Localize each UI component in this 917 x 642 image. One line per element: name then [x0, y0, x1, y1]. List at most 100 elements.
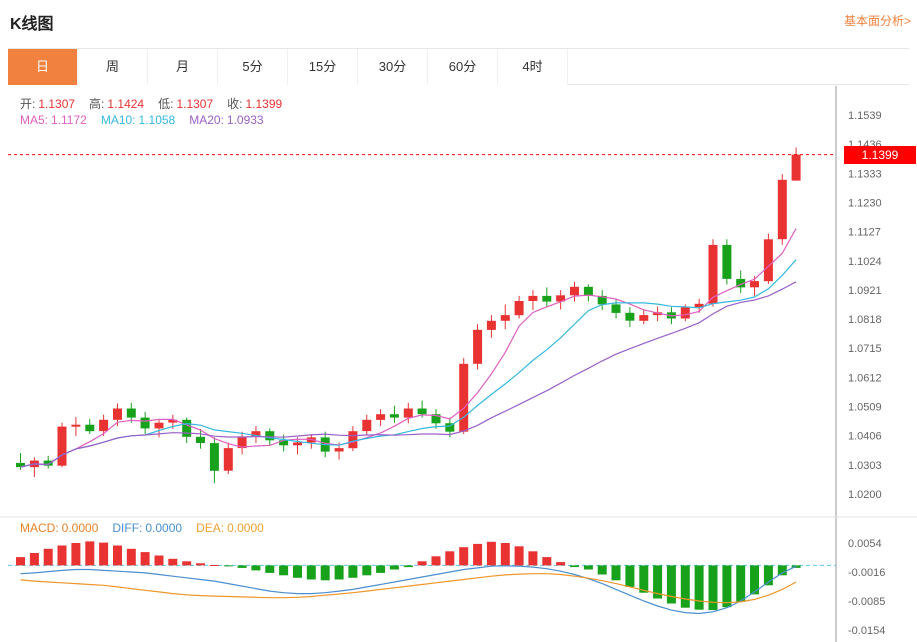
- macd-axis-label: 0.0054: [848, 538, 882, 550]
- macd-bar: [777, 565, 787, 576]
- macd-bar: [57, 545, 67, 566]
- macd-value: 0.0000: [61, 521, 99, 535]
- chart-area: 1.15391.14361.13331.12301.11271.10241.09…: [0, 86, 917, 642]
- macd-bar: [43, 548, 53, 566]
- candle-body: [486, 320, 496, 330]
- ma5-line: [20, 228, 797, 468]
- macd-bar: [680, 565, 690, 608]
- ma10-line: [20, 259, 797, 468]
- candle-body: [279, 440, 289, 446]
- candle-body: [16, 462, 25, 468]
- macd-axis-label: -0.0016: [848, 567, 885, 579]
- macd-bar: [126, 548, 136, 566]
- macd-bar: [736, 565, 746, 602]
- macd-bar: [140, 552, 150, 566]
- macd-bar: [763, 565, 773, 586]
- ohlc-info: 开: 1.1307 高: 1.1424 低: 1.1307 收: 1.1399: [20, 95, 296, 112]
- candle-body: [570, 286, 579, 296]
- macd-bar: [431, 556, 441, 566]
- candle-body: [750, 281, 759, 288]
- tab-month[interactable]: 月: [148, 49, 218, 85]
- macd-bar: [750, 565, 759, 595]
- macd-bar: [666, 565, 676, 604]
- candle-body: [182, 419, 192, 437]
- macd-bar: [182, 561, 192, 566]
- macd-bar: [223, 565, 233, 567]
- macd-bar: [403, 565, 413, 568]
- low-label: 低:: [158, 97, 174, 111]
- tab-5min[interactable]: 5分: [218, 49, 288, 85]
- macd-bar: [625, 565, 635, 587]
- ma5-value: 1.1172: [51, 113, 87, 127]
- candle-body: [168, 419, 178, 423]
- macd-bar: [16, 557, 25, 566]
- macd-bar: [265, 565, 275, 573]
- ma10-value: 1.1058: [138, 113, 176, 127]
- tab-4hour[interactable]: 4时: [498, 49, 568, 85]
- candle-body: [777, 179, 787, 240]
- close-value: 1.1399: [245, 97, 283, 111]
- ma20-line: [20, 281, 797, 468]
- macd-bar: [71, 543, 81, 566]
- macd-bar: [348, 565, 358, 578]
- macd-bar: [611, 565, 621, 581]
- price-axis-label: 1.0921: [848, 285, 882, 297]
- macd-bar: [694, 565, 704, 610]
- candle-body: [113, 408, 122, 420]
- macd-bar: [389, 565, 399, 570]
- candle-body: [154, 422, 164, 429]
- macd-bar: [237, 565, 247, 568]
- candle-body: [306, 437, 316, 443]
- header: K线图 基本面分析>: [0, 0, 917, 48]
- macd-bar: [459, 547, 469, 566]
- candle-body: [389, 414, 399, 418]
- macd-bar: [168, 558, 178, 566]
- macd-bar: [473, 543, 483, 566]
- kline-chart-canvas: 1.15391.14361.13331.12301.11271.10241.09…: [0, 86, 917, 642]
- macd-bar: [542, 557, 552, 566]
- tab-60min[interactable]: 60分: [428, 49, 498, 85]
- macd-axis-label: -0.0154: [848, 625, 885, 637]
- candle-body: [736, 278, 746, 288]
- macd-bar: [196, 563, 205, 566]
- candle-body: [71, 424, 81, 427]
- diff-line: [20, 565, 797, 615]
- candle-body: [126, 408, 136, 418]
- fundamental-analysis-link[interactable]: 基本面分析>: [843, 14, 911, 28]
- macd-bar: [583, 565, 593, 570]
- tab-day[interactable]: 日: [8, 49, 78, 85]
- macd-info: MACD: 0.0000 DIFF: 0.0000 DEA: 0.0000: [20, 521, 278, 535]
- candle-body: [556, 295, 566, 302]
- macd-bar: [362, 565, 372, 576]
- ma5-label: MA5:: [20, 113, 49, 127]
- price-axis-label: 1.1539: [848, 110, 882, 122]
- candle-body: [57, 426, 67, 466]
- macd-bar: [154, 555, 164, 566]
- candle-body: [403, 408, 413, 418]
- macd-bar: [514, 546, 524, 566]
- tab-week[interactable]: 周: [78, 49, 148, 85]
- macd-bar: [209, 565, 219, 566]
- dea-value: 0.0000: [227, 521, 264, 535]
- candle-body: [348, 431, 358, 449]
- tab-30min[interactable]: 30分: [358, 49, 428, 85]
- close-label: 收:: [227, 97, 243, 111]
- diff-value: 0.0000: [145, 521, 183, 535]
- macd-bar: [29, 553, 39, 566]
- candle-body: [639, 315, 649, 321]
- candle-body: [43, 460, 53, 466]
- tab-15min[interactable]: 15分: [288, 49, 358, 85]
- candle-body: [514, 301, 524, 316]
- page-title: K线图: [10, 16, 54, 33]
- candle-body: [196, 436, 205, 443]
- price-axis-label: 1.1024: [848, 256, 882, 268]
- macd-bar: [251, 565, 261, 571]
- candle-body: [99, 419, 109, 432]
- price-axis-label: 1.1230: [848, 197, 882, 209]
- macd-bar: [722, 565, 732, 608]
- candle-body: [694, 303, 704, 308]
- dea-line: [20, 573, 797, 604]
- candle-body: [597, 295, 607, 305]
- macd-bar: [279, 565, 289, 576]
